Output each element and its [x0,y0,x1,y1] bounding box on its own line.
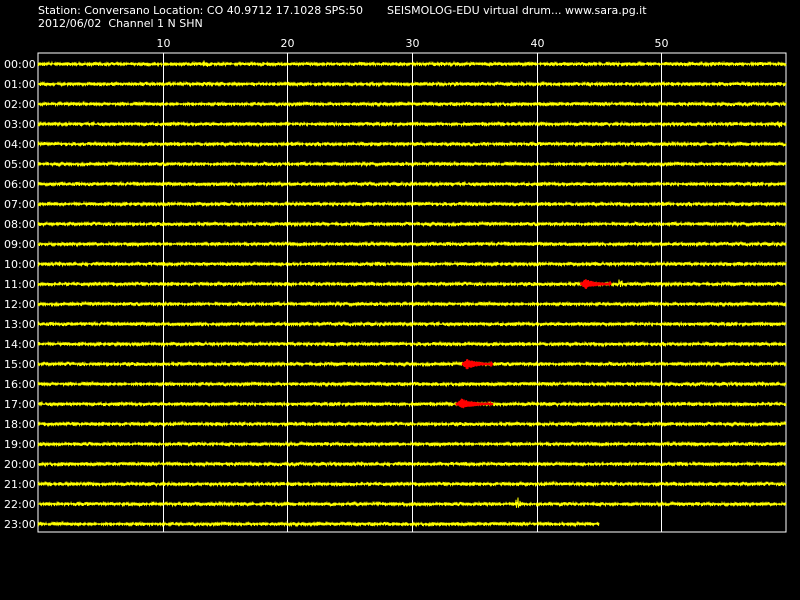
trace-16:00 [37,380,787,388]
hour-label: 20:00 [4,458,36,471]
x-tick-label: 10 [157,37,171,50]
hour-labels: 00:00 01:00 02:00 03:00 04:00 05:00 06:00 07:00… [4,58,36,531]
trace-05:00 [37,160,787,168]
trace-01:00 [37,80,787,88]
trace-06:00 [37,180,787,188]
trace-18:00 [37,420,787,428]
trace-03:00 [37,120,787,128]
trace-23:00 [37,520,600,528]
hour-label: 14:00 [4,338,36,351]
trace-17:00 [37,400,787,408]
event-17:00 [455,398,494,409]
trace-02:00 [37,100,787,108]
drum-title: SEISMOLOG-EDU virtual drum... www.sara.p… [387,4,647,17]
hour-label: 06:00 [4,178,36,191]
hour-label: 03:00 [4,118,36,131]
hour-label: 16:00 [4,378,36,391]
hour-label: 00:00 [4,58,36,71]
hour-label: 21:00 [4,478,36,491]
hour-label: 11:00 [4,278,36,291]
x-tick-label: 50 [655,37,669,50]
hour-label: 18:00 [4,418,36,431]
hour-label: 23:00 [4,518,36,531]
station-info: Station: Conversano Location: CO 40.9712… [38,4,363,17]
date-channel-info: 2012/06/02 Channel 1 N SHN [38,17,203,30]
hour-label: 22:00 [4,498,36,511]
trace-14:00 [37,340,787,348]
trace-20:00 [37,460,787,468]
hour-label: 01:00 [4,78,36,91]
x-tick-label: 40 [531,37,545,50]
x-tick-label: 30 [406,37,420,50]
trace-08:00 [37,220,787,228]
hour-label: 05:00 [4,158,36,171]
x-tick-label: 20 [281,37,295,50]
hour-label: 19:00 [4,438,36,451]
trace-09:00 [37,240,787,248]
grid-lines [37,52,787,533]
hour-label: 04:00 [4,138,36,151]
trace-04:00 [37,140,787,148]
trace-19:00 [37,440,787,448]
trace-11:00 [37,279,787,288]
trace-10:00 [37,260,787,268]
trace-21:00 [37,480,787,488]
hour-label: 13:00 [4,318,36,331]
hour-label: 02:00 [4,98,36,111]
trace-13:00 [37,320,787,328]
hour-label: 12:00 [4,298,36,311]
hour-label: 09:00 [4,238,36,251]
trace-group [37,60,787,528]
x-tick-labels: 10 20 30 40 50 [157,37,669,50]
hour-label: 10:00 [4,258,36,271]
trace-22:00 [37,497,787,508]
trace-00:00 [37,60,787,68]
hour-label: 08:00 [4,218,36,231]
event-15:00 [461,359,494,370]
trace-15:00 [37,360,787,368]
trace-12:00 [37,300,787,308]
hour-label: 15:00 [4,358,36,371]
hour-label: 07:00 [4,198,36,211]
hour-label: 17:00 [4,398,36,411]
event-11:00 [579,279,612,289]
trace-07:00 [37,200,787,208]
